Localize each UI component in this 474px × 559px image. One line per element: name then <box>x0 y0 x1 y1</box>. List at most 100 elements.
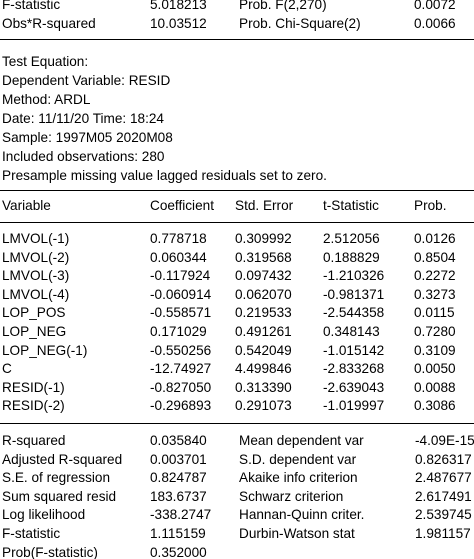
summary-value-2: 2.539745 <box>415 507 472 523</box>
stat-label: Obs*R-squared <box>2 16 96 31</box>
top-stat-row: F-statistic 5.018213 Prob. F(2,270) 0.00… <box>0 0 474 14</box>
header-line: Method: ARDL <box>2 92 91 107</box>
summary-label-2: Schwarz criterion <box>239 488 344 504</box>
stat-prob: 0.0066 <box>414 16 456 31</box>
table-row: LOP_NEG(-1) -0.550256 0.542049 -1.015142… <box>0 341 474 360</box>
t-statistic-cell: -1.019997 <box>323 398 385 414</box>
t-statistic-cell: -1.015142 <box>323 342 385 358</box>
summary-label-2: Akaike info criterion <box>239 470 358 486</box>
coefficient-cell: -0.550256 <box>150 342 212 358</box>
summary-value: 0.035840 <box>150 433 207 448</box>
variable-cell: LMVOL(-4) <box>2 286 70 302</box>
summary-label-2: S.D. dependent var <box>239 451 357 467</box>
column-header-std-error: Std. Error <box>235 198 294 213</box>
header-line: Sample: 1997M05 2020M08 <box>2 130 173 145</box>
stat-prob: 0.0072 <box>414 0 456 12</box>
summary-row: S.E. of regression 0.824787 Akaike info … <box>0 468 474 487</box>
summary-value-2: 2.617491 <box>415 488 472 504</box>
coefficient-cell: -0.117924 <box>150 268 211 284</box>
summary-value: 183.6737 <box>150 488 207 504</box>
summary-label-2: Hannan-Quinn criter. <box>239 507 365 523</box>
std-error-cell: 4.499846 <box>235 361 292 377</box>
variable-cell: LMVOL(-3) <box>2 268 70 284</box>
header-line: Dependent Variable: RESID <box>2 73 171 88</box>
summary-value: 0.352000 <box>150 544 207 559</box>
std-error-cell: 0.542049 <box>235 342 292 358</box>
table-row: LOP_POS -0.558571 0.219533 -2.544358 0.0… <box>0 303 474 322</box>
summary-value-2: 0.826317 <box>415 451 472 467</box>
divider <box>0 39 474 40</box>
variable-cell: LOP_NEG(-1) <box>2 342 88 358</box>
summary-label: Log likelihood <box>2 507 86 523</box>
coefficient-cell: -0.827050 <box>150 379 212 395</box>
header-line: Presample missing value lagged residuals… <box>2 168 327 183</box>
table-row: LMVOL(-4) -0.060914 0.062070 -0.981371 0… <box>0 285 474 304</box>
column-header-coefficient: Coefficient <box>150 198 214 213</box>
column-header-prob: Prob. <box>414 198 447 213</box>
table-row: LMVOL(-1) 0.778718 0.309992 2.512056 0.0… <box>0 229 474 248</box>
coefficient-cell: 0.060344 <box>150 249 207 265</box>
prob-cell: 0.3273 <box>414 286 456 302</box>
table-header: Variable Coefficient Std. Error t-Statis… <box>0 196 474 215</box>
t-statistic-cell: -2.544358 <box>323 305 385 321</box>
stat-prob-label: Prob. F(2,270) <box>239 0 327 12</box>
divider <box>0 190 474 191</box>
summary-value-2: 1.981157 <box>415 526 471 541</box>
t-statistic-cell: 0.348143 <box>323 324 380 339</box>
divider <box>0 423 474 424</box>
variable-cell: LMVOL(-1) <box>2 231 70 246</box>
summary-label: Sum squared resid <box>2 488 117 504</box>
coefficient-cell: -0.060914 <box>150 286 212 302</box>
coefficient-cell: -0.558571 <box>150 305 212 321</box>
stat-prob-label: Prob. Chi-Square(2) <box>239 16 361 31</box>
std-error-cell: 0.291073 <box>235 398 292 414</box>
summary-label: Prob(F-statistic) <box>2 544 98 559</box>
std-error-cell: 0.313390 <box>235 379 292 395</box>
summary-label: Adjusted R-squared <box>2 451 123 467</box>
std-error-cell: 0.062070 <box>235 286 292 302</box>
variable-cell: LOP_NEG <box>2 324 67 339</box>
prob-cell: 0.0115 <box>414 305 455 321</box>
header-line: Included observations: 280 <box>2 149 165 164</box>
coefficient-cell: -0.296893 <box>150 398 212 414</box>
table-row: RESID(-1) -0.827050 0.313390 -2.639043 0… <box>0 378 474 397</box>
summary-label: S.E. of regression <box>2 470 111 486</box>
summary-row: Sum squared resid 183.6737 Schwarz crite… <box>0 487 474 506</box>
prob-cell: 0.0126 <box>414 231 456 246</box>
variable-cell: C <box>2 361 12 377</box>
summary-value: 0.003701 <box>150 451 207 467</box>
summary-value: -338.2747 <box>150 507 212 523</box>
prob-cell: 0.0050 <box>414 361 456 377</box>
summary-value-2: -4.09E-15 <box>415 433 474 448</box>
table-row: LOP_NEG 0.171029 0.491261 0.348143 0.728… <box>0 322 474 341</box>
header-line: Test Equation: <box>2 54 89 69</box>
table-row: RESID(-2) -0.296893 0.291073 -1.019997 0… <box>0 396 474 415</box>
prob-cell: 0.2272 <box>414 268 456 284</box>
summary-row: Prob(F-statistic) 0.352000 <box>0 543 474 559</box>
std-error-cell: 0.219533 <box>235 305 292 321</box>
summary-label-2: Mean dependent var <box>239 433 364 448</box>
t-statistic-cell: -2.833268 <box>323 361 385 377</box>
t-statistic-cell: -2.639043 <box>323 379 385 395</box>
prob-cell: 0.7280 <box>414 324 456 339</box>
summary-label-2: Durbin-Watson stat <box>239 526 355 541</box>
summary-value: 1.115159 <box>150 526 206 541</box>
t-statistic-cell: 0.188829 <box>323 249 380 265</box>
variable-cell: RESID(-1) <box>2 379 65 395</box>
column-header-t-statistic: t-Statistic <box>323 198 379 213</box>
std-error-cell: 0.309992 <box>235 231 292 246</box>
prob-cell: 0.3109 <box>414 342 456 358</box>
coefficient-cell: -12.74927 <box>150 361 212 377</box>
stat-label: F-statistic <box>2 0 61 12</box>
table-row: C -12.74927 4.499846 -2.833268 0.0050 <box>0 359 474 378</box>
coefficient-cell: 0.778718 <box>150 231 207 246</box>
std-error-cell: 0.491261 <box>235 324 292 339</box>
summary-value-2: 2.487677 <box>415 470 472 486</box>
summary-row: Log likelihood -338.2747 Hannan-Quinn cr… <box>0 505 474 524</box>
stat-value: 10.03512 <box>150 16 207 31</box>
top-stat-row: Obs*R-squared 10.03512 Prob. Chi-Square(… <box>0 14 474 33</box>
table-row: LMVOL(-2) 0.060344 0.319568 0.188829 0.8… <box>0 248 474 267</box>
prob-cell: 0.0088 <box>414 379 456 395</box>
prob-cell: 0.3086 <box>414 398 456 414</box>
